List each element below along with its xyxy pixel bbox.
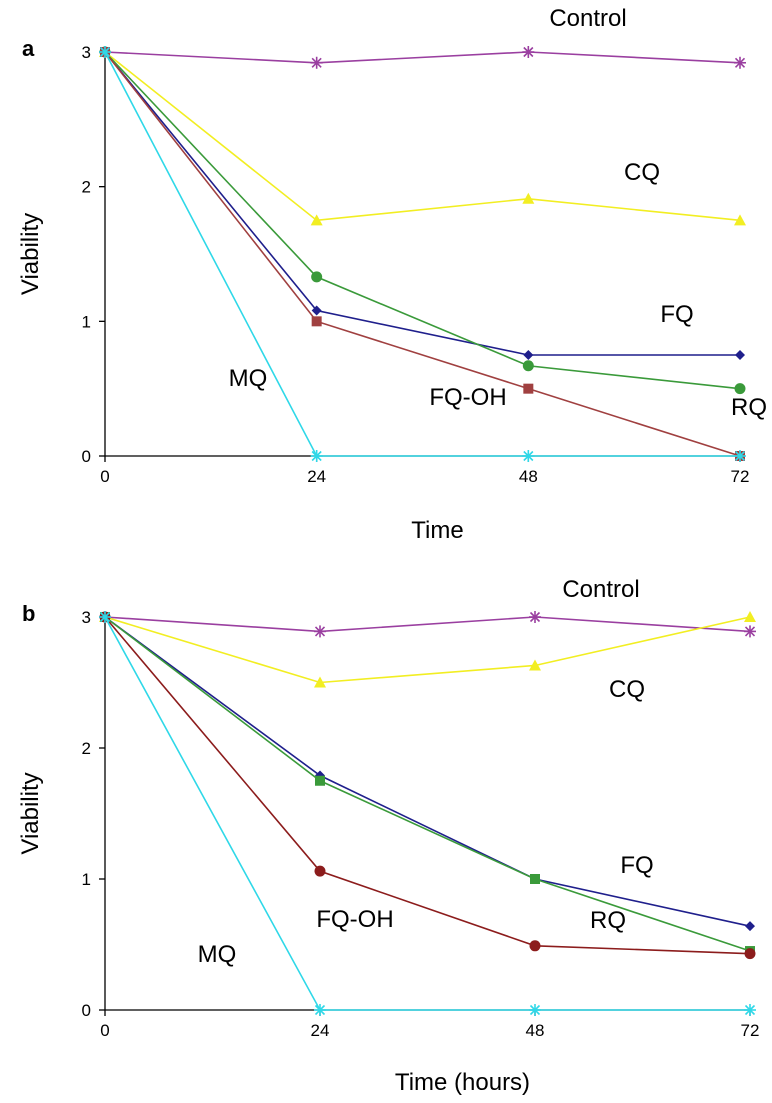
panel-a-series-control-point (734, 56, 746, 69)
panel-b-series-control-point (744, 625, 756, 638)
panel-b-series-cq-point (744, 611, 756, 622)
panel-b-series-rq-point (530, 874, 540, 884)
panel-a-series-fq (100, 47, 745, 360)
panel-b-series-fq-oh-point (744, 948, 756, 960)
panel-b-label: b (22, 601, 35, 626)
panel-a-series-fq-oh-point (523, 383, 534, 394)
panel-b-series-cq-line (104, 616, 751, 684)
panel-a-label-control: Control (549, 5, 626, 32)
panel-b-series-mq-point (744, 1004, 756, 1016)
panel-b-label-mq: MQ (198, 941, 237, 968)
panel-a-x-tick-label: 0 (100, 467, 109, 486)
panel-b-series-fq-line (104, 616, 751, 927)
panel-a-series-fq-point (311, 305, 322, 316)
panel-b-series-cq-point (314, 676, 326, 688)
panel-b-series-mq-point (99, 611, 111, 623)
panel-b-y-tick-label: 3 (82, 608, 91, 627)
panel-a-y-tick-label: 2 (82, 178, 91, 197)
panel-b-label-fq-oh: FQ-OH (316, 906, 393, 933)
panel-a-label: a (22, 36, 35, 61)
panel-b-y-tick-label: 0 (82, 1001, 91, 1020)
panel-a-series-fq-line (104, 51, 740, 356)
panel-a-series-cq-point (522, 192, 535, 204)
panel-a-x-tick-label: 24 (307, 467, 326, 486)
panel-a-label-fq: FQ (660, 301, 693, 328)
panel-a-series-rq (99, 46, 746, 395)
panel-a-series-rq-point (311, 271, 323, 283)
panel-a-series-fq-oh-line (104, 51, 741, 457)
panel-b-y-tick-label: 1 (82, 870, 91, 889)
panel-b-series-control-point (529, 611, 541, 623)
panel-b-series-rq (100, 612, 755, 957)
panel-a-series-control-point (310, 56, 323, 69)
panel-a-series-mq (99, 46, 746, 462)
panel-a-series-cq-point (310, 214, 323, 226)
panel-a-series-mq-line (104, 51, 740, 457)
panel-b-label-fq: FQ (620, 852, 653, 879)
panel-a-series-cq-line (104, 51, 741, 222)
panel-b-series-mq-point (529, 1004, 541, 1016)
panel-a-x-tick-label: 48 (519, 467, 538, 486)
panel-a-label-fq-oh: FQ-OH (429, 384, 506, 411)
panel-b-label-cq: CQ (609, 676, 645, 703)
panel-b-series-mq-point (314, 1004, 326, 1016)
panel-b-y-tick-label: 2 (82, 739, 91, 758)
panel-a-x-axis-title: Time (411, 517, 463, 544)
panel-b-series-rq-line (104, 616, 751, 952)
panel-b-x-tick-label: 72 (741, 1021, 760, 1040)
panel-b-series-fq-oh-point (529, 940, 541, 952)
panel-a-series-cq-point (734, 214, 746, 226)
panel-b-label-control: Control (562, 576, 639, 603)
panel-a-series-rq-point (734, 383, 746, 395)
panel-a-series-control-line (104, 51, 741, 64)
panel-b-series-mq (99, 611, 756, 1016)
panel-b-series-fq-point (745, 921, 755, 932)
panel-a-y-axis-title: Viability (17, 213, 44, 295)
panel-a-series-control (99, 46, 746, 69)
panel-b-x-axis-title: Time (hours) (395, 1069, 530, 1096)
panel-a-series-fq-oh (100, 47, 745, 461)
panel-a-y-tick-label: 1 (82, 312, 91, 331)
panel-b-x-tick-label: 0 (100, 1021, 109, 1040)
panel-b-series-fq-oh-point (314, 865, 326, 877)
panel-a: a 0 1 2 3 0 24 48 72 Time Viability Control CQ FQ RQ FQ… (17, 5, 767, 544)
panel-a-series-rq-point (522, 360, 534, 372)
panel-b-series-rq-point (315, 775, 325, 786)
panel-b-series-control-point (314, 625, 326, 638)
panel-a-x-tick-label: 72 (731, 467, 750, 486)
panel-a-label-mq: MQ (229, 365, 268, 392)
panel-b-x-tick-label: 48 (526, 1021, 545, 1040)
panel-b-series-control (99, 611, 756, 638)
panel-a-series-mq-point (310, 450, 323, 462)
panel-b-label-rq: RQ (590, 907, 626, 934)
panel-a-series-fq-oh-point (311, 316, 322, 327)
panel-a-y-tick-label: 3 (82, 43, 91, 62)
panel-a-series-cq (99, 46, 746, 226)
panel-b-series-mq-line (104, 616, 750, 1011)
panel-a-series-control-point (522, 46, 535, 58)
panel-a-series-mq-point (734, 450, 746, 462)
panel-b-series-fq (100, 612, 755, 932)
panel-a-series-mq-point (522, 450, 535, 462)
panel-b-series-cq-point (529, 659, 541, 671)
panel-a-series-rq-line (104, 51, 741, 390)
panel-b-y-axis-title: Viability (17, 772, 44, 854)
panel-a-series-fq-point (523, 350, 534, 360)
panel-a-y-tick-label: 0 (82, 447, 91, 466)
panel-b-series-control-line (104, 616, 751, 633)
panel-a-label-cq: CQ (624, 159, 660, 186)
panel-a-series-fq-point (735, 350, 745, 360)
panel-a-label-rq: RQ (731, 394, 767, 421)
panel-a-series-mq-point (99, 46, 111, 58)
panel-b: b 0 1 2 3 0 24 48 72 Time (hours) Viability Control… (17, 576, 759, 1096)
panel-b-series-fq-oh-line (104, 616, 751, 955)
panel-b-x-tick-label: 24 (311, 1021, 330, 1040)
